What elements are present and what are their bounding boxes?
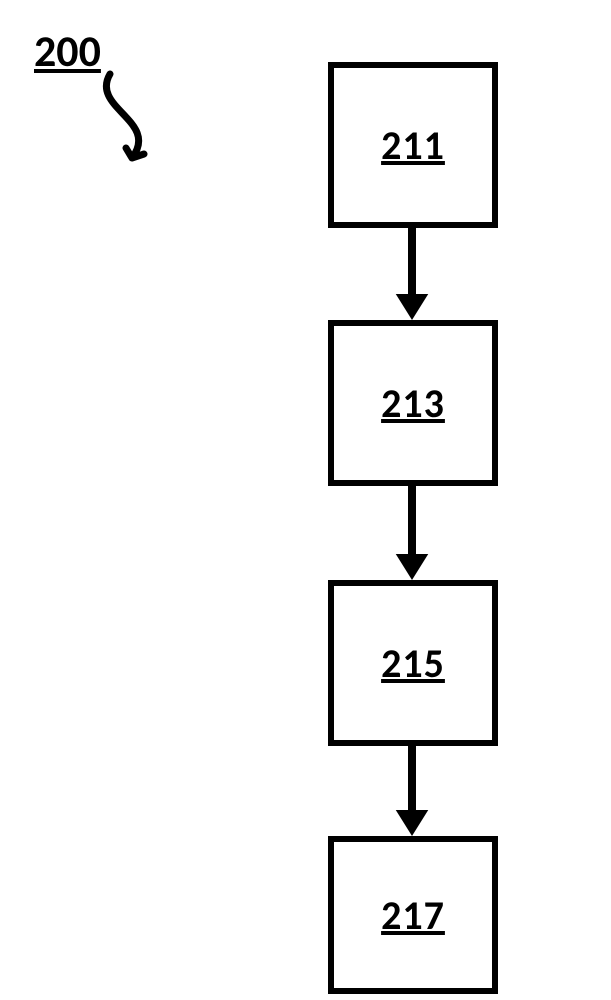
figure-reference-arrow — [70, 66, 190, 186]
wavy-arrow-path — [106, 74, 144, 158]
flow-edge-2 — [386, 746, 438, 836]
flow-node-label: 215 — [381, 639, 445, 688]
flow-node-label: 211 — [381, 121, 445, 170]
flow-node-211: 211 — [328, 62, 498, 228]
flow-edge-1 — [386, 486, 438, 580]
flow-node-label: 217 — [381, 891, 445, 940]
flow-node-label: 213 — [381, 379, 445, 428]
flow-node-213: 213 — [328, 320, 498, 486]
flow-node-215: 215 — [328, 580, 498, 746]
flow-edge-0 — [386, 228, 438, 320]
flow-node-217: 217 — [328, 836, 498, 994]
